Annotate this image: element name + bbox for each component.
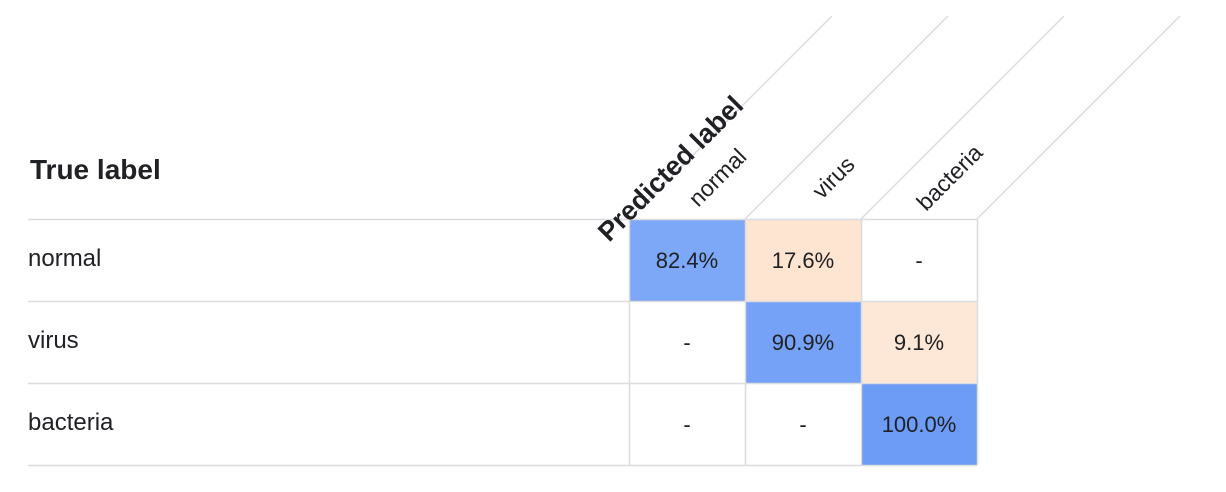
cell-label-virus-bacteria: 9.1%	[894, 330, 944, 355]
cell-normal-virus	[745, 219, 861, 301]
column-label-virus: virus	[807, 151, 860, 204]
cell-bacteria-bacteria	[861, 383, 977, 465]
header-slant-line-3	[976, 15, 1181, 220]
cell-label-virus-virus: 90.9%	[772, 330, 834, 355]
cell-label-bacteria-bacteria: 100.0%	[882, 412, 957, 437]
cell-virus-normal	[629, 301, 745, 383]
column-label-bacteria: bacteria	[911, 139, 987, 215]
cell-label-virus-normal: -	[683, 330, 690, 355]
row-label-virus: virus	[28, 327, 79, 354]
row-label-normal: normal	[28, 245, 102, 272]
header-slant-line-0	[628, 15, 833, 220]
cell-bacteria-normal	[629, 383, 745, 465]
cell-bacteria-virus	[745, 383, 861, 465]
cell-label-normal-normal: 82.4%	[656, 248, 718, 273]
cell-label-normal-bacteria: -	[915, 248, 922, 273]
header-slant-line-1	[744, 15, 949, 220]
true-label-axis-title: True label	[30, 154, 161, 185]
cell-virus-bacteria	[861, 301, 977, 383]
row-label-bacteria: bacteria	[28, 409, 114, 436]
cell-normal-bacteria	[861, 219, 977, 301]
header-slant-line-2	[860, 15, 1065, 220]
cell-label-bacteria-normal: -	[683, 412, 690, 437]
cell-normal-normal	[629, 219, 745, 301]
cell-label-normal-virus: 17.6%	[772, 248, 834, 273]
cell-virus-virus	[745, 301, 861, 383]
cell-label-bacteria-virus: -	[799, 412, 806, 437]
